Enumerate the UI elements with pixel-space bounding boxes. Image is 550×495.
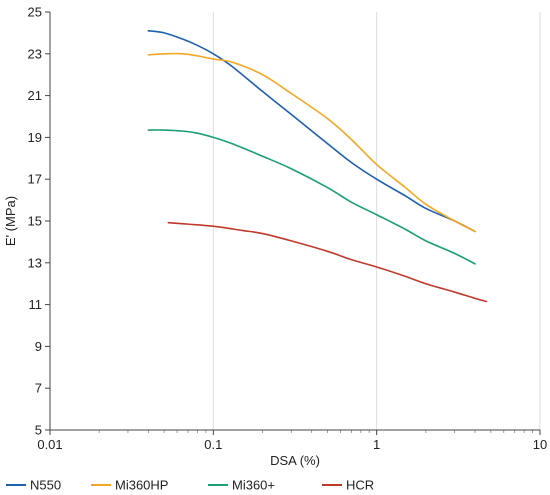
y-tick-label: 25 bbox=[28, 5, 42, 20]
y-tick-label: 11 bbox=[29, 297, 43, 312]
x-axis-title: DSA (%) bbox=[270, 453, 320, 468]
legend-item-mi360: Mi360+ bbox=[208, 478, 275, 493]
axes bbox=[45, 11, 541, 435]
legend-item-n550: N550 bbox=[6, 478, 61, 493]
legend-label: Mi360HP bbox=[115, 478, 168, 493]
series-lines bbox=[147, 30, 488, 303]
y-axis-title: E' (MPa) bbox=[3, 196, 18, 246]
y-tick-label: 5 bbox=[35, 423, 42, 438]
y-tick-label: 7 bbox=[35, 381, 42, 396]
y-tick-label: 19 bbox=[28, 130, 42, 145]
y-tick-label: 17 bbox=[28, 172, 42, 187]
y-tick-label: 9 bbox=[35, 339, 42, 354]
legend-item-mi360hp: Mi360HP bbox=[91, 478, 168, 493]
tick-labels: 0.01 0.1 1 10 5 7 9 11 13 15 17 19 21 23 25 bbox=[28, 5, 548, 453]
y-tick-label: 21 bbox=[28, 88, 42, 103]
legend: N550 Mi360HP Mi360+ HCR bbox=[6, 478, 374, 493]
grid-lines bbox=[212, 12, 541, 430]
x-tick-label: 1 bbox=[373, 437, 380, 452]
y-tick-label: 15 bbox=[28, 214, 42, 229]
legend-item-hcr: HCR bbox=[322, 478, 374, 493]
legend-label: N550 bbox=[30, 478, 61, 493]
x-tick-label: 0.1 bbox=[204, 437, 222, 452]
legend-label: HCR bbox=[346, 478, 374, 493]
y-tick-label: 13 bbox=[28, 255, 42, 270]
series-line-n550 bbox=[147, 30, 476, 233]
series-line-mi360hp bbox=[147, 52, 476, 233]
x-tick-label: 10 bbox=[533, 437, 547, 452]
y-tick-label: 23 bbox=[28, 46, 42, 61]
series-line-mi360 bbox=[147, 129, 476, 265]
series-line-hcr bbox=[167, 221, 488, 303]
x-tick-label: 0.01 bbox=[37, 437, 62, 452]
legend-label: Mi360+ bbox=[232, 478, 275, 493]
